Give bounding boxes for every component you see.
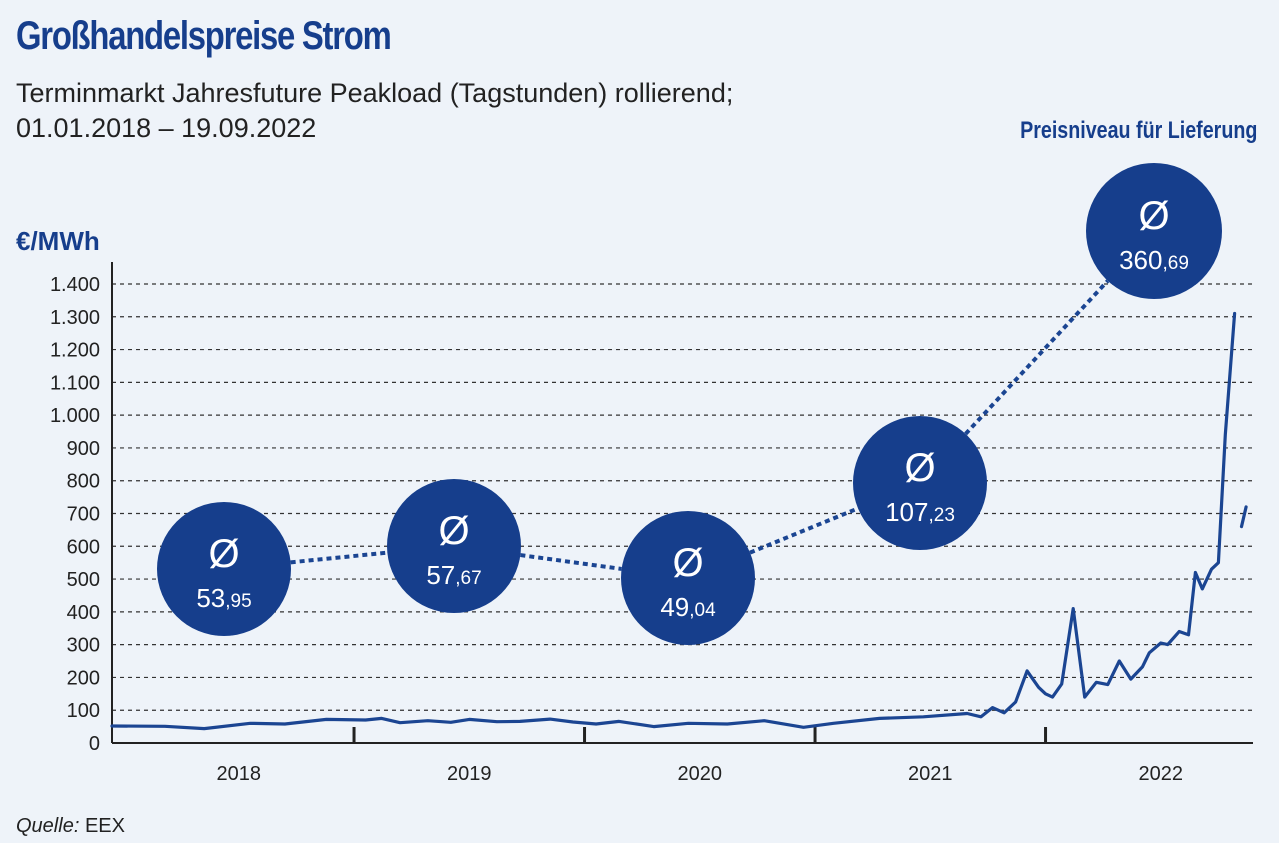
y-tick-label: 1.400 [50,274,100,296]
average-value: 360,69 [1119,245,1189,275]
chart-title: Großhandelspreise Strom [16,14,392,58]
y-tick-label: 900 [67,438,100,460]
average-circle [157,502,291,636]
average-bubble-2019: Ø 57,67 [387,479,521,613]
price-line [110,311,1237,731]
y-tick-label: 200 [67,667,100,689]
average-value: 49,04 [660,592,716,622]
average-connector [964,279,1110,436]
source-value: EEX [84,815,125,837]
chart-subtitle: Terminmarkt Jahresfuture Peakload (Tagst… [16,76,733,146]
y-tick-label: 800 [67,471,100,493]
average-symbol: Ø [672,541,703,585]
subtitle-line-2: 01.01.2018 – 19.09.2022 [16,113,317,143]
average-value-integer: 107 [885,497,928,527]
y-tick-label: 100 [67,700,100,722]
average-circle [387,479,521,613]
average-value-decimals: ,67 [455,568,481,589]
x-tick-label: 2021 [908,763,953,785]
y-tick-label: 1.100 [50,372,100,394]
y-axis-label: €/MWh [16,226,100,256]
average-bubble-2018: Ø 53,95 [157,502,291,636]
y-tick-label: 500 [67,569,100,591]
average-value-decimals: ,95 [225,591,251,612]
average-bubble-2022: Ø 360,69 [1086,163,1222,299]
average-symbol: Ø [208,532,239,576]
average-value-decimals: ,04 [689,600,716,621]
average-value: 57,67 [426,560,481,590]
y-tick-label: 1.200 [50,340,100,362]
x-tick-label: 2018 [217,763,262,785]
average-symbol: Ø [438,509,469,553]
source-label: Quelle: [16,815,80,837]
average-connector [520,553,622,571]
source-note: Quelle: EEX [16,815,125,838]
average-connector [290,550,388,565]
average-value-integer: 53 [196,583,225,613]
average-value-integer: 49 [660,592,689,622]
average-circle [853,416,987,550]
y-tick-label: 1.000 [50,405,100,427]
y-tick-label: 700 [67,504,100,526]
average-value-integer: 360 [1119,245,1162,275]
average-symbol: Ø [904,446,935,490]
average-bubbles: Ø 53,95 Ø 57,67 Ø 49,04 Ø 107,23 Ø 360,69 [157,163,1222,645]
y-tick-label: 0 [89,733,100,755]
average-value-decimals: ,23 [928,505,954,526]
y-tick-label: 1.300 [50,307,100,329]
price-line [1239,505,1248,529]
average-connectors [290,279,1110,571]
average-value: 107,23 [885,497,955,527]
x-tick-label: 2020 [678,763,723,785]
average-value-integer: 57 [426,560,455,590]
average-connector [749,506,859,555]
average-symbol: Ø [1138,194,1169,238]
delivery-price-note: Preisniveau für Lieferung [1019,117,1257,144]
price-series [110,311,1248,731]
x-tick-label: 2022 [1139,763,1184,785]
x-tick-label: 2019 [447,763,492,785]
grid-lines [112,283,1253,711]
average-circle [1086,163,1222,299]
average-value: 53,95 [196,583,251,613]
average-value-decimals: ,69 [1162,253,1188,274]
y-tick-label: 300 [67,635,100,657]
average-circle [621,511,755,645]
axes: 0 100 200 300 400 500 600 700 800 900 1.000 1.100 1.… [50,262,1253,785]
average-bubble-2021: Ø 107,23 [853,416,987,550]
average-bubble-2020: Ø 49,04 [621,511,755,645]
y-tick-label: 600 [67,536,100,558]
y-tick-label: 400 [67,602,100,624]
subtitle-line-1: Terminmarkt Jahresfuture Peakload (Tagst… [16,78,734,108]
